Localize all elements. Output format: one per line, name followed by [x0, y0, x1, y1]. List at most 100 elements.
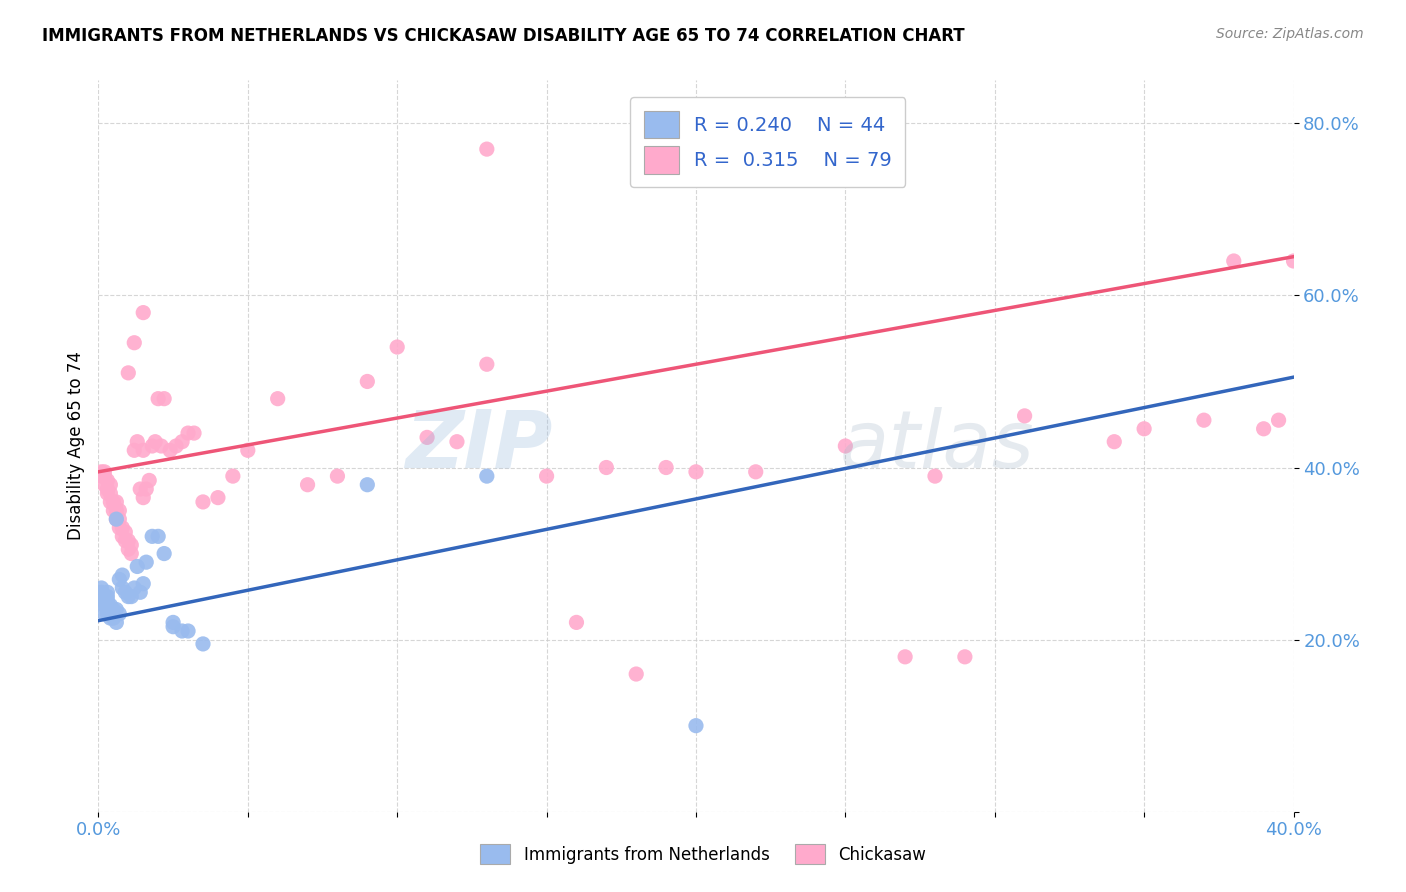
Point: [105, 503, 128, 517]
Point: [96, 590, 118, 604]
Text: IMMIGRANTS FROM NETHERLANDS VS CHICKASAW DISABILITY AGE 65 TO 74 CORRELATION CHA: IMMIGRANTS FROM NETHERLANDS VS CHICKASAW…: [42, 27, 965, 45]
Point: [98, 486, 122, 500]
Point: [177, 624, 200, 638]
Point: [105, 512, 128, 526]
Point: [129, 585, 152, 599]
Y-axis label: Disability Age 65 to 74: Disability Age 65 to 74: [66, 351, 84, 541]
Point: [536, 469, 558, 483]
Point: [326, 469, 349, 483]
Point: [475, 469, 498, 483]
Point: [1282, 254, 1305, 268]
Point: [129, 482, 152, 496]
Point: [111, 581, 134, 595]
Point: [416, 430, 439, 444]
Point: [745, 465, 768, 479]
Point: [108, 503, 131, 517]
Point: [356, 477, 378, 491]
Point: [93, 477, 115, 491]
Point: [1267, 413, 1289, 427]
Point: [96, 585, 118, 599]
Point: [356, 375, 378, 389]
Point: [953, 649, 976, 664]
Point: [108, 521, 131, 535]
Point: [120, 547, 142, 561]
Point: [93, 465, 115, 479]
Point: [105, 615, 128, 630]
Point: [141, 529, 163, 543]
Point: [267, 392, 290, 406]
Text: Source: ZipAtlas.com: Source: ZipAtlas.com: [1216, 27, 1364, 41]
Point: [114, 585, 136, 599]
Point: [132, 491, 155, 505]
Point: [98, 495, 122, 509]
Point: [141, 439, 163, 453]
Point: [98, 611, 122, 625]
Point: [117, 366, 139, 380]
Point: [1192, 413, 1215, 427]
Point: [446, 434, 468, 449]
Point: [90, 585, 112, 599]
Point: [143, 434, 166, 449]
Point: [90, 469, 112, 483]
Point: [96, 486, 118, 500]
Point: [90, 590, 112, 604]
Point: [127, 434, 149, 449]
Point: [165, 439, 187, 453]
Point: [162, 615, 184, 630]
Point: [183, 426, 205, 441]
Point: [132, 305, 155, 319]
Point: [475, 357, 498, 371]
Point: [96, 594, 118, 608]
Point: [297, 477, 319, 491]
Point: [1104, 434, 1126, 449]
Point: [108, 573, 131, 587]
Point: [138, 474, 160, 488]
Point: [132, 576, 155, 591]
Point: [90, 581, 112, 595]
Point: [162, 620, 184, 634]
Point: [114, 533, 136, 548]
Point: [114, 524, 136, 539]
Point: [124, 443, 146, 458]
Point: [98, 477, 122, 491]
Point: [90, 594, 112, 608]
Point: [207, 491, 229, 505]
Point: [1253, 422, 1275, 436]
Point: [595, 460, 617, 475]
Point: [117, 542, 139, 557]
Point: [93, 469, 115, 483]
Point: [135, 555, 157, 569]
Point: [103, 602, 125, 616]
Point: [111, 521, 134, 535]
Text: ZIP: ZIP: [405, 407, 553, 485]
Point: [177, 426, 200, 441]
Legend: R = 0.240    N = 44, R =  0.315    N = 79: R = 0.240 N = 44, R = 0.315 N = 79: [630, 97, 905, 187]
Point: [148, 392, 170, 406]
Point: [103, 495, 125, 509]
Point: [132, 443, 155, 458]
Point: [124, 581, 146, 595]
Point: [105, 495, 128, 509]
Point: [120, 590, 142, 604]
Point: [159, 443, 181, 458]
Point: [685, 719, 707, 733]
Point: [1133, 422, 1156, 436]
Text: atlas: atlas: [839, 407, 1035, 485]
Point: [153, 392, 176, 406]
Point: [1223, 254, 1246, 268]
Point: [93, 594, 115, 608]
Point: [153, 547, 176, 561]
Point: [96, 474, 118, 488]
Point: [148, 529, 170, 543]
Point: [108, 607, 131, 621]
Point: [834, 439, 856, 453]
Point: [924, 469, 946, 483]
Point: [222, 469, 245, 483]
Point: [120, 538, 142, 552]
Point: [108, 512, 131, 526]
Point: [236, 443, 259, 458]
Point: [150, 439, 173, 453]
Point: [117, 533, 139, 548]
Point: [117, 590, 139, 604]
Point: [1014, 409, 1036, 423]
